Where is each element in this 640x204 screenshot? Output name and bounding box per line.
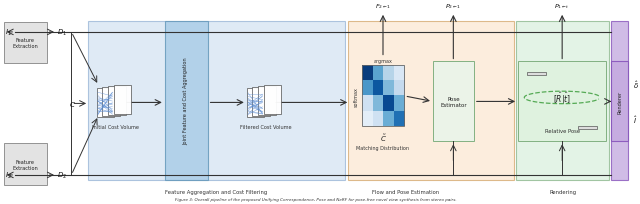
Bar: [4, 22, 47, 64]
Bar: [527, 72, 546, 76]
Bar: [578, 126, 597, 130]
Bar: [102, 88, 120, 117]
Bar: [264, 85, 282, 114]
Text: $I_1$: $I_1$: [5, 28, 12, 38]
Text: Pose
Estimator: Pose Estimator: [440, 96, 467, 108]
Bar: [247, 89, 264, 118]
Text: $P_{2\leftarrow1}$: $P_{2\leftarrow1}$: [445, 2, 461, 11]
Text: $\hat{\delta}$: $\hat{\delta}$: [634, 79, 640, 90]
Text: $D_2$: $D_2$: [58, 170, 67, 180]
Text: Matching Distribution: Matching Distribution: [356, 145, 410, 150]
Text: Relative Pose: Relative Pose: [545, 128, 580, 133]
Bar: [516, 22, 609, 180]
Bar: [114, 85, 131, 114]
Text: Feature
Extraction: Feature Extraction: [12, 38, 38, 49]
Text: $D_1$: $D_1$: [58, 28, 67, 38]
Bar: [164, 22, 207, 180]
Text: Renderer: Renderer: [618, 90, 622, 113]
Bar: [348, 22, 514, 180]
Text: $\hat{I}$: $\hat{I}$: [634, 114, 638, 125]
Bar: [611, 62, 628, 142]
Text: $P_{1\leftarrow t}$: $P_{1\leftarrow t}$: [554, 2, 570, 11]
Text: Figure 3: Overall pipeline of the proposed Unifying Correspondence, Pose and NeR: Figure 3: Overall pipeline of the propos…: [175, 197, 457, 201]
Bar: [258, 87, 276, 115]
Bar: [518, 62, 606, 142]
Bar: [108, 87, 125, 115]
Bar: [611, 22, 628, 180]
Text: $[\hat{R}|\hat{t}]$: $[\hat{R}|\hat{t}]$: [553, 90, 572, 106]
Text: $F_{2\leftarrow1}$: $F_{2\leftarrow1}$: [375, 2, 391, 11]
Text: argmax: argmax: [374, 59, 392, 64]
Text: Filtered Cost Volume: Filtered Cost Volume: [240, 124, 291, 129]
Text: Joint Feature and Cost Aggregation: Joint Feature and Cost Aggregation: [184, 57, 189, 144]
Text: Initial Cost Volume: Initial Cost Volume: [92, 124, 139, 129]
Bar: [88, 22, 345, 180]
Text: Feature
Extraction: Feature Extraction: [12, 159, 38, 170]
Bar: [362, 66, 404, 127]
Text: $C$: $C$: [69, 99, 76, 108]
Text: $I_2$: $I_2$: [5, 170, 12, 180]
Bar: [252, 88, 270, 117]
Text: Flow and Pose Estimation: Flow and Pose Estimation: [372, 189, 439, 194]
Bar: [97, 89, 115, 118]
Text: Rendering: Rendering: [550, 189, 577, 194]
Bar: [433, 62, 474, 142]
Text: $\tilde{C}$: $\tilde{C}$: [380, 132, 387, 143]
Text: Feature Aggregation and Cost Filtering: Feature Aggregation and Cost Filtering: [165, 189, 268, 194]
Text: softmax: softmax: [353, 86, 358, 106]
Bar: [4, 144, 47, 185]
